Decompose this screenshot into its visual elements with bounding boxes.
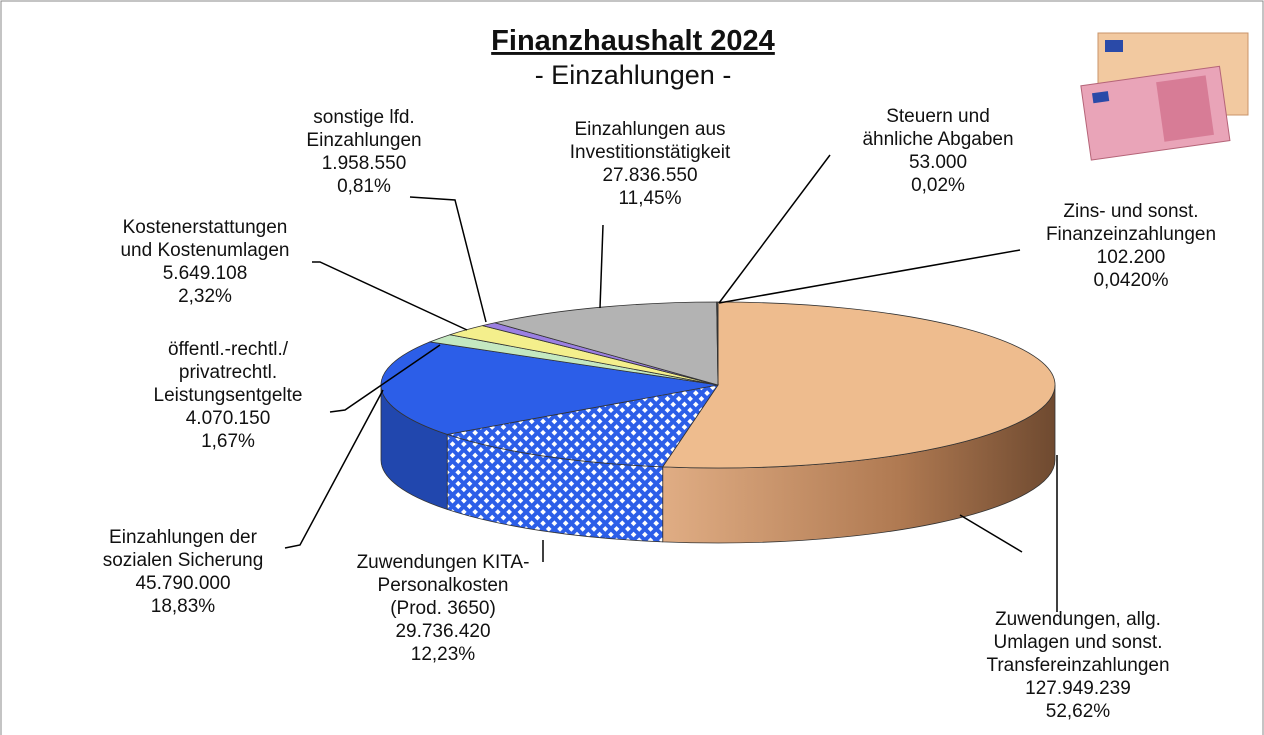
value-label: 45.790.000 [135,573,230,594]
percent-label: 0,81% [337,176,391,197]
euro-notes [1081,33,1248,160]
slice-label: öffentl.-rechtl./privatrechtl.Leistungse… [154,339,303,452]
category-label: privatrechtl. [179,362,277,383]
category-label: Zuwendungen, allg. [995,609,1161,630]
leader-line [719,155,830,303]
slice-label: Zuwendungen, allg.Umlagen und sonst.Tran… [986,609,1169,722]
category-label: Kostenerstattungen [123,217,288,238]
category-label: Investitionstätigkeit [570,142,731,163]
chart: Finanzhaushalt 2024 - Einzahlungen - Zuw… [0,0,1264,735]
category-label: Einzahlungen der [109,527,258,548]
category-label: und Kostenumlagen [120,240,289,261]
value-label: 127.949.239 [1025,678,1131,699]
category-label: Einzahlungen [306,130,421,151]
leader-line [312,262,467,330]
category-label: Leistungsentgelte [154,385,303,406]
category-label: sozialen Sicherung [103,550,264,571]
category-label: Personalkosten [378,575,509,596]
percent-label: 52,62% [1046,701,1111,722]
category-label: Zuwendungen KITA- [357,552,530,573]
percent-label: 1,67% [201,431,255,452]
slice-label: Zuwendungen KITA-Personalkosten(Prod. 36… [357,552,530,665]
percent-label: 12,23% [411,644,476,665]
value-label: 53.000 [909,152,967,173]
category-label: Umlagen und sonst. [994,632,1163,653]
value-label: 27.836.550 [602,165,697,186]
chart-title: Finanzhaushalt 2024 [491,25,775,57]
leader-line [600,225,603,308]
pie [381,302,1055,543]
category-label: sonstige lfd. [313,107,414,128]
value-label: 102.200 [1097,247,1166,268]
category-label: Einzahlungen aus [574,119,725,140]
leader-line [285,390,383,548]
category-label: Steuern und [886,106,990,127]
category-label: Finanzeinzahlungen [1046,224,1216,245]
percent-label: 0,02% [911,175,965,196]
category-label: öffentl.-rechtl./ [168,339,289,360]
chart-subtitle: - Einzahlungen - [535,60,732,90]
leader-line [960,515,1022,552]
value-label: 5.649.108 [163,263,248,284]
percent-label: 18,83% [151,596,216,617]
value-label: 1.958.550 [322,153,407,174]
leader-line [410,197,486,322]
category-label: Transfereinzahlungen [986,655,1169,676]
percent-label: 0,0420% [1093,270,1168,291]
category-label: Zins- und sonst. [1063,201,1198,222]
category-label: (Prod. 3650) [390,598,496,619]
percent-label: 2,32% [178,286,232,307]
percent-label: 11,45% [618,188,681,209]
value-label: 29.736.420 [395,621,490,642]
value-label: 4.070.150 [186,408,271,429]
category-label: ähnliche Abgaben [862,129,1013,150]
leader-line [719,250,1020,303]
